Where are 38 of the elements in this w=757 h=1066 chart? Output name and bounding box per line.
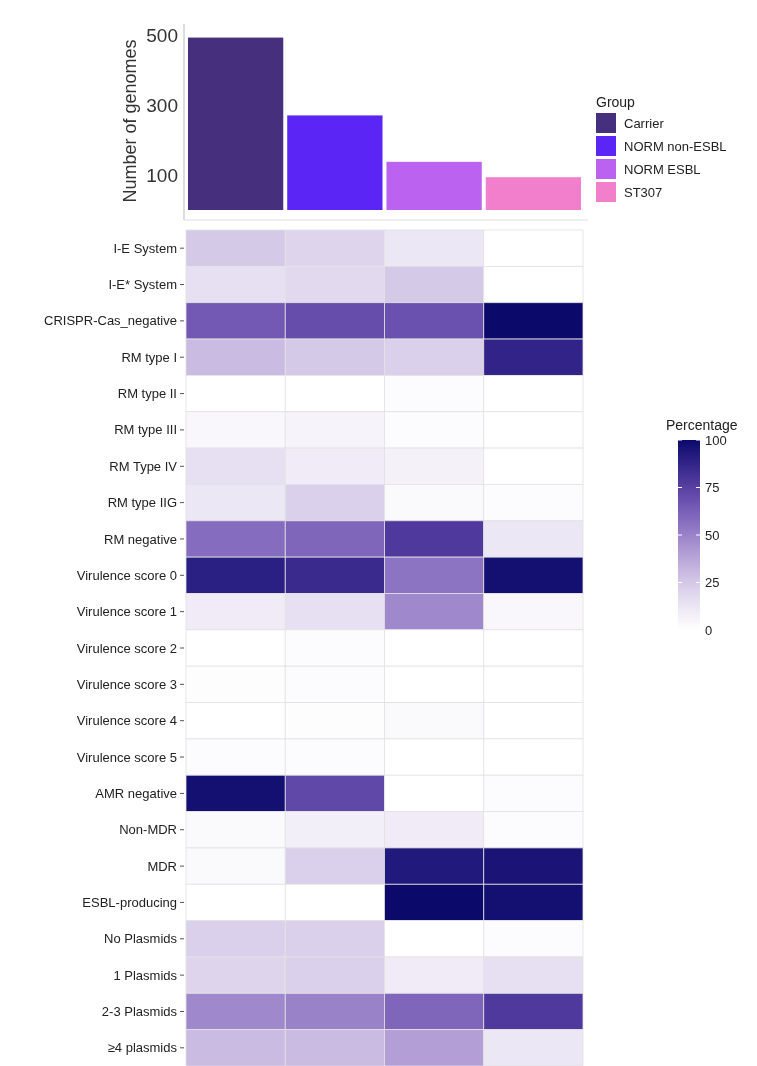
y-tick-label: AMR negative bbox=[95, 785, 177, 801]
y-tick-label: 1 Plasmids bbox=[113, 967, 178, 983]
color-bar-label: 50 bbox=[705, 527, 720, 543]
color-bar-label: 0 bbox=[705, 622, 713, 638]
y-tick-label: Virulence score 5 bbox=[76, 749, 177, 765]
legend-label: ST307 bbox=[624, 184, 663, 200]
y-tick-label: I-E* System bbox=[108, 277, 177, 293]
legend-label: NORM ESBL bbox=[624, 161, 701, 177]
color-bar-label: 100 bbox=[705, 432, 727, 448]
y-tick-label: Virulence score 3 bbox=[76, 676, 177, 692]
y-tick-label: RM negative bbox=[104, 531, 177, 547]
color-bar-label: 75 bbox=[705, 480, 720, 496]
legend-title: Group bbox=[596, 94, 636, 110]
legend-label: Carrier bbox=[624, 115, 665, 131]
y-tick-label: Virulence score 2 bbox=[76, 640, 177, 656]
y-tick-label: ≥4 plasmids bbox=[107, 1040, 178, 1056]
y-tick-label: Virulence score 1 bbox=[76, 604, 177, 620]
y-tick-label: 100 bbox=[146, 164, 178, 186]
y-tick-label: 300 bbox=[146, 94, 178, 116]
y-tick-label: RM Type IV bbox=[109, 458, 178, 474]
color-bar-title: Percentage bbox=[666, 417, 738, 433]
y-tick-label: Non-MDR bbox=[119, 822, 177, 838]
color-bar-label: 25 bbox=[705, 575, 720, 591]
y-tick-label: Virulence score 4 bbox=[76, 713, 177, 729]
y-tick-label: RM type IIG bbox=[107, 495, 177, 511]
y-tick-label: 500 bbox=[146, 25, 178, 47]
legend-label: NORM non-ESBL bbox=[624, 138, 727, 154]
y-tick-label: I-E System bbox=[113, 240, 177, 256]
y-tick-label: Virulence score 0 bbox=[76, 567, 177, 583]
y-tick-label: ESBL-producing bbox=[82, 894, 177, 910]
y-axis-title: Number of genomes bbox=[120, 39, 140, 203]
y-tick-label: RM type II bbox=[117, 386, 177, 402]
y-tick-label: CRISPR-Cas_negative bbox=[44, 313, 177, 329]
y-tick-label: MDR bbox=[147, 858, 177, 874]
y-tick-label: 2-3 Plasmids bbox=[101, 1004, 178, 1020]
y-tick-label: No Plasmids bbox=[104, 931, 178, 947]
y-tick-label: RM type III bbox=[114, 422, 177, 438]
y-tick-label: RM type I bbox=[121, 349, 177, 365]
